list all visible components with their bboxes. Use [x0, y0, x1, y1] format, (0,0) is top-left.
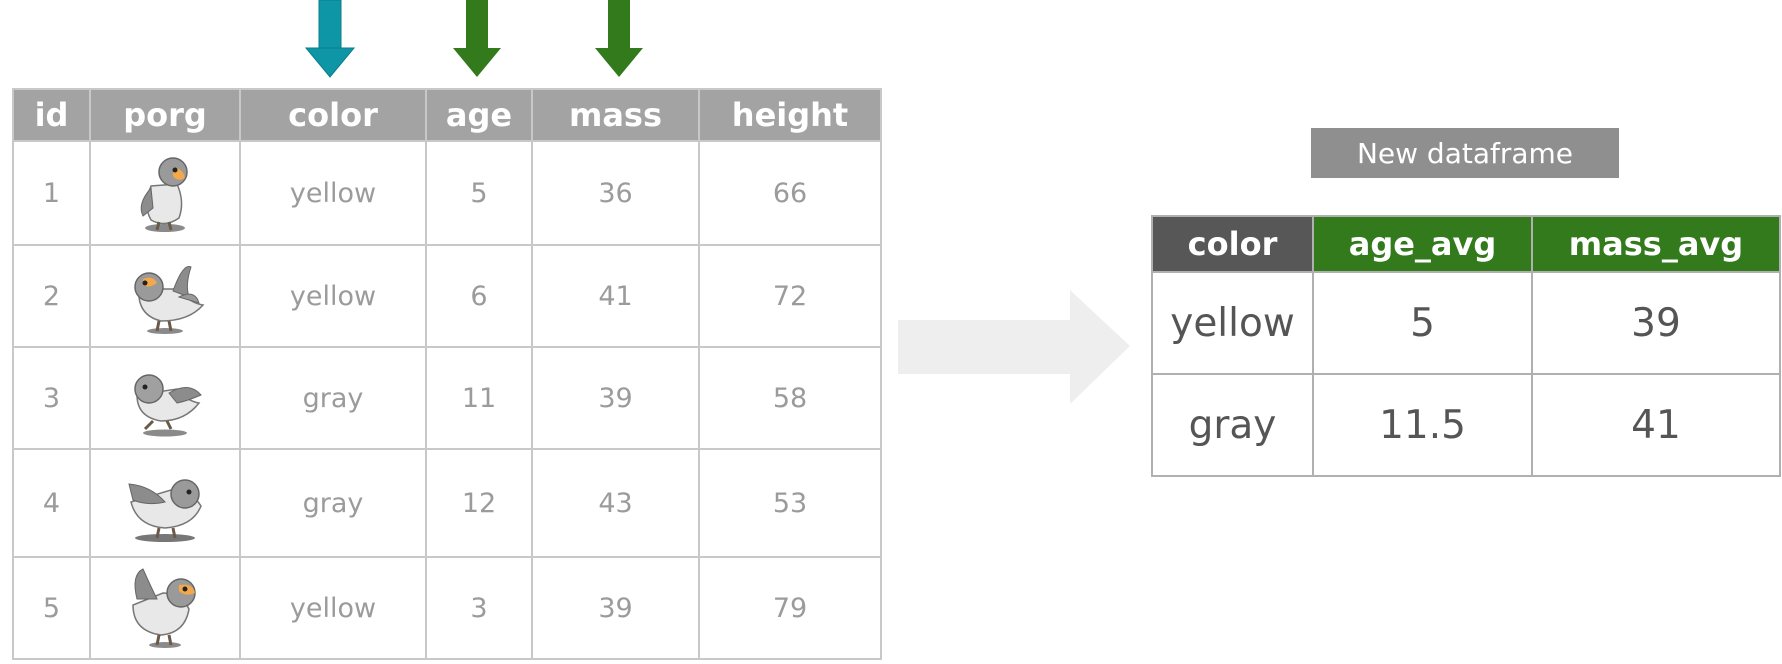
cell-id: 1 — [12, 140, 91, 246]
cell-mass: 39 — [531, 556, 700, 660]
porg-cell — [89, 556, 241, 660]
source-table: id porg color age mass height 1 y — [12, 88, 882, 660]
cell-id: 2 — [12, 244, 91, 348]
cell-mass: 43 — [531, 448, 700, 558]
header-id: id — [12, 88, 91, 142]
porg-cell — [89, 448, 241, 558]
table-row: 5 yellow 3 39 79 — [12, 556, 882, 660]
table-row: 1 yellow 5 36 66 — [12, 140, 882, 246]
porg-cell — [89, 140, 241, 246]
new-dataframe-label: New dataframe — [1311, 128, 1619, 178]
cell-height: 53 — [698, 448, 882, 558]
cell-height: 72 — [698, 244, 882, 348]
porg-icon — [134, 265, 205, 334]
porg-icon — [132, 567, 196, 648]
result-cell-color: gray — [1151, 373, 1314, 477]
cell-age: 5 — [425, 140, 533, 246]
table-row: yellow 5 39 — [1151, 271, 1781, 375]
cell-age: 3 — [425, 556, 533, 660]
result-header-row: color age_avg mass_avg — [1151, 215, 1781, 273]
age-column-arrow-icon — [453, 0, 501, 77]
cell-mass: 39 — [531, 346, 700, 450]
table-row: 4 gray 12 43 53 — [12, 448, 882, 558]
result-cell-age-avg: 11.5 — [1312, 373, 1533, 477]
cell-color: yellow — [239, 556, 427, 660]
cell-age: 12 — [425, 448, 533, 558]
cell-age: 11 — [425, 346, 533, 450]
porg-cell — [89, 244, 241, 348]
porg-cell — [89, 346, 241, 450]
cell-height: 58 — [698, 346, 882, 450]
header-color: color — [239, 88, 427, 142]
cell-mass: 36 — [531, 140, 700, 246]
cell-color: gray — [239, 346, 427, 450]
cell-id: 4 — [12, 448, 91, 558]
cell-color: gray — [239, 448, 427, 558]
header-height: height — [698, 88, 882, 142]
table-row: 2 yellow 6 41 72 — [12, 244, 882, 348]
cell-color: yellow — [239, 140, 427, 246]
header-mass: mass — [531, 88, 700, 142]
result-cell-mass-avg: 39 — [1531, 271, 1781, 375]
result-cell-color: yellow — [1151, 271, 1314, 375]
cell-color: yellow — [239, 244, 427, 348]
source-header-row: id porg color age mass height — [12, 88, 882, 142]
cell-id: 3 — [12, 346, 91, 450]
cell-height: 66 — [698, 140, 882, 246]
porg-icon — [134, 373, 202, 436]
result-header-age-avg: age_avg — [1312, 215, 1533, 273]
result-header-color: color — [1151, 215, 1314, 273]
cell-age: 6 — [425, 244, 533, 348]
cell-mass: 41 — [531, 244, 700, 348]
result-header-mass-avg: mass_avg — [1531, 215, 1781, 273]
porg-icon — [140, 156, 188, 232]
group-by-color-arrow-icon — [304, 0, 356, 78]
flow-arrow-icon — [898, 290, 1130, 404]
result-table: color age_avg mass_avg yellow 5 39 gray … — [1151, 215, 1781, 477]
cell-id: 5 — [12, 556, 91, 660]
porg-icon — [128, 478, 202, 542]
cell-height: 79 — [698, 556, 882, 660]
header-porg: porg — [89, 88, 241, 142]
result-cell-mass-avg: 41 — [1531, 373, 1781, 477]
header-age: age — [425, 88, 533, 142]
result-cell-age-avg: 5 — [1312, 271, 1533, 375]
table-row: gray 11.5 41 — [1151, 373, 1781, 477]
table-row: 3 gray 11 39 58 — [12, 346, 882, 450]
mass-column-arrow-icon — [595, 0, 643, 77]
